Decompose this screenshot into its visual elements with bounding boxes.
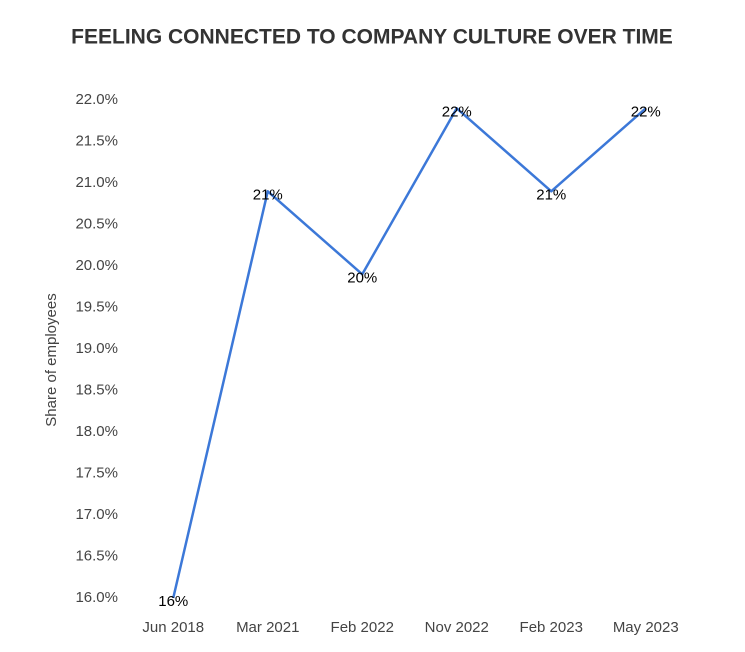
y-tick-label: 17.5%: [75, 464, 118, 481]
y-tick-label: 21.5%: [75, 132, 118, 149]
y-tick-label: 18.5%: [75, 381, 118, 398]
y-tick-label: 21.0%: [75, 174, 118, 191]
data-label: 21%: [253, 186, 283, 203]
y-tick-label: 19.5%: [75, 298, 118, 315]
data-label: 20%: [347, 269, 377, 286]
y-tick-label: 19.0%: [75, 340, 118, 357]
x-tick-label: Jun 2018: [142, 619, 204, 636]
line: [172, 107, 647, 599]
y-tick-label: 16.0%: [75, 589, 118, 606]
y-tick-label: 20.0%: [75, 257, 118, 274]
x-tick-label: May 2023: [613, 619, 679, 636]
x-tick-label: Nov 2022: [425, 619, 489, 636]
data-label: 22%: [442, 103, 472, 120]
y-tick-label: 16.5%: [75, 547, 118, 564]
y-axis-label: Share of employees: [43, 293, 60, 426]
chart-title: FEELING CONNECTED TO COMPANY CULTURE OVE…: [71, 26, 673, 49]
data-label: 22%: [631, 103, 661, 120]
x-tick-label: Feb 2023: [520, 619, 583, 636]
y-tick-label: 17.0%: [75, 506, 118, 523]
x-tick-label: Feb 2022: [331, 619, 394, 636]
y-tick-label: 22.0%: [75, 91, 118, 108]
y-tick-label: 18.0%: [75, 423, 118, 440]
y-tick-label: 20.5%: [75, 215, 118, 232]
data-label: 16%: [158, 593, 188, 610]
x-tick-label: Mar 2021: [236, 619, 299, 636]
data-label: 21%: [536, 186, 566, 203]
